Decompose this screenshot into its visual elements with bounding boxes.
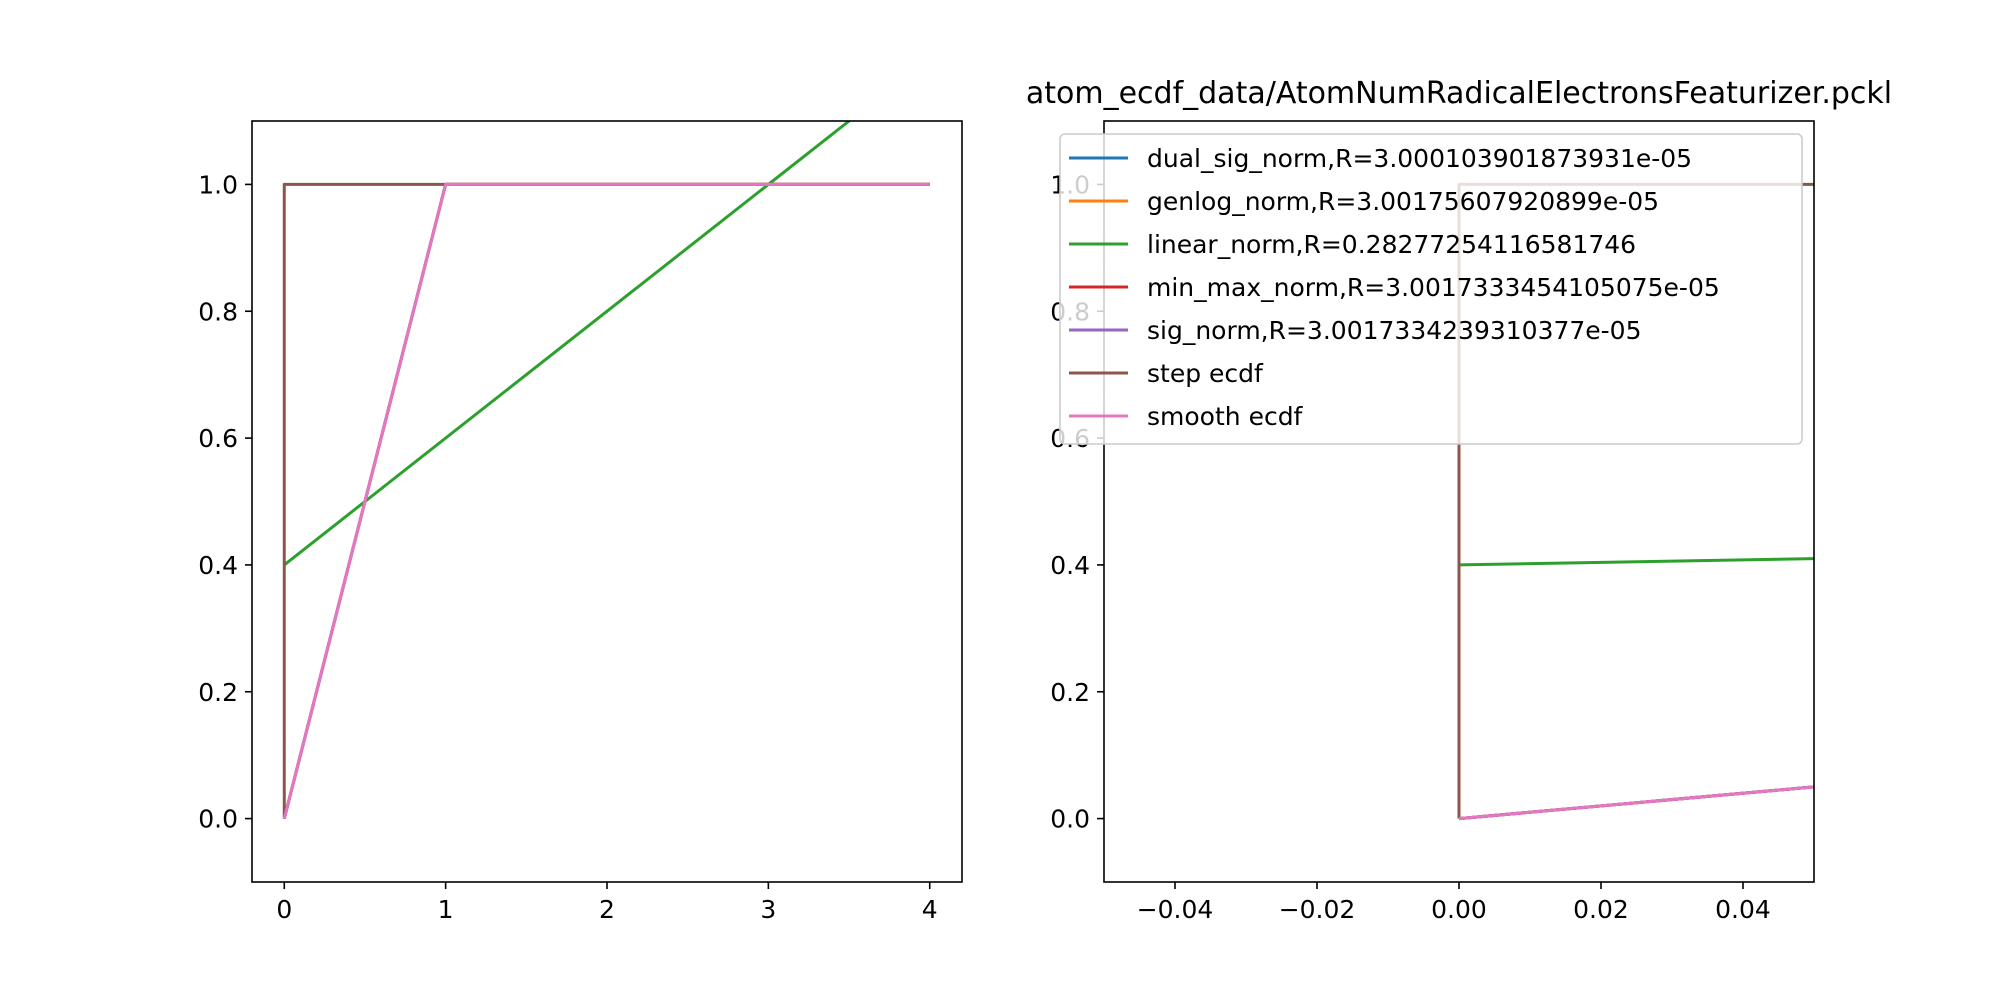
x-tick-label: −0.04 — [1137, 895, 1214, 924]
legend-label-5: step ecdf — [1147, 359, 1264, 388]
y-tick-label: 0.4 — [198, 551, 238, 580]
x-tick-label: 1 — [438, 895, 454, 924]
right-chart-title: atom_ecdf_data/AtomNumRadicalElectronsFe… — [1026, 76, 1892, 111]
left-ticks: 0 1 2 3 4 0.0 0.2 0.4 0.6 0.8 1.0 — [198, 170, 937, 924]
left-series-layer — [282, 121, 930, 819]
legend-label-1: genlog_norm,R=3.00175607920899e-05 — [1147, 187, 1659, 216]
y-tick-label: 0.6 — [198, 424, 238, 453]
right-subplot: −0.04−0.020.000.020.040.00.20.40.60.81.0… — [1026, 76, 1892, 924]
legend-label-3: min_max_norm,R=3.0017333454105075e-05 — [1147, 273, 1720, 302]
x-tick-label: 2 — [599, 895, 615, 924]
x-tick-label: 3 — [760, 895, 776, 924]
legend-label-4: sig_norm,R=3.0017334239310377e-05 — [1147, 316, 1642, 345]
series-line-6 — [1458, 785, 1814, 821]
legend: dual_sig_norm,R=3.000103901873931e-05gen… — [1059, 133, 1803, 445]
y-tick-label: 0.0 — [1050, 805, 1090, 834]
x-tick-label: 0.00 — [1431, 895, 1487, 924]
legend-entries: dual_sig_norm,R=3.000103901873931e-05gen… — [1069, 144, 1720, 431]
legend-label-0: dual_sig_norm,R=3.000103901873931e-05 — [1147, 144, 1692, 173]
y-tick-label: 0.4 — [1050, 551, 1090, 580]
series-line-0 — [283, 121, 852, 567]
series-line-2 — [1458, 557, 1814, 567]
series-line-6 — [282, 182, 930, 819]
x-tick-label: −0.02 — [1279, 895, 1356, 924]
y-tick-label: 0.0 — [198, 805, 238, 834]
left-subplot: 0 1 2 3 4 0.0 0.2 0.4 0.6 0.8 1.0 — [198, 120, 963, 924]
legend-box — [1059, 133, 1803, 445]
x-tick-label: 0 — [276, 895, 292, 924]
y-tick-label: 0.2 — [1050, 678, 1090, 707]
y-tick-label: 1.0 — [198, 170, 238, 199]
x-tick-label: 4 — [922, 895, 938, 924]
y-tick-label: 0.2 — [198, 678, 238, 707]
y-tick-label: 0.8 — [198, 297, 238, 326]
legend-label-2: linear_norm,R=0.28277254116581746 — [1147, 230, 1636, 259]
x-tick-label: 0.04 — [1715, 895, 1771, 924]
x-tick-label: 0.02 — [1573, 895, 1629, 924]
right-ticks: −0.04−0.020.000.020.040.00.20.40.60.81.0 — [1050, 170, 1771, 924]
legend-label-6: smooth ecdf — [1147, 402, 1304, 431]
